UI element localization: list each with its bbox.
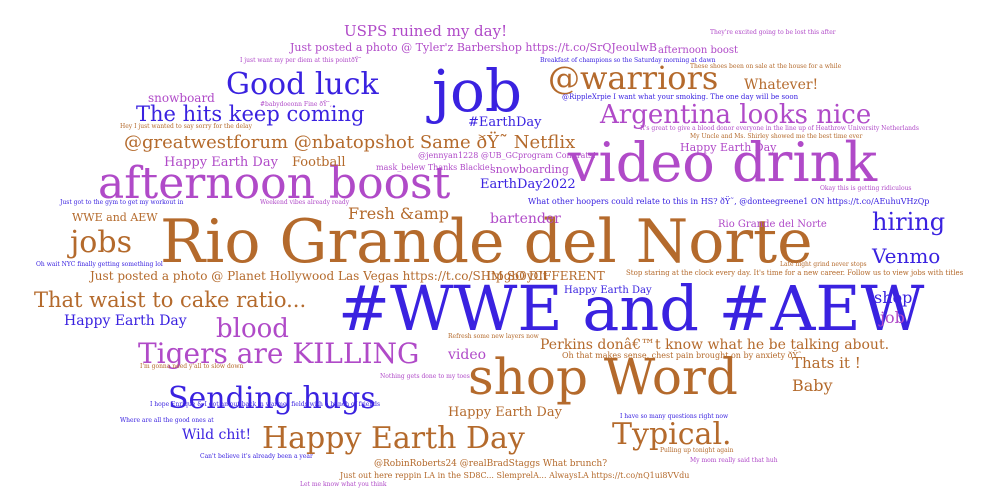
- word-ripple: @RippleXrpie I want what your smoking. T…: [562, 93, 799, 101]
- word-tiny-22: Where are all the good ones at: [120, 417, 214, 424]
- word-tiny-14: #babydoeonn Fine ðŸ˜‚: [260, 101, 332, 108]
- word-argentina: Argentina looks nice: [600, 100, 872, 130]
- word-tiny-11: They're excited going to be lost this af…: [710, 29, 836, 36]
- word-tiny-10: These shoes been on sale at the house fo…: [690, 63, 842, 70]
- word-shop-word: shop Word: [468, 348, 738, 406]
- word-earthday-tag: #EarthDay: [468, 115, 542, 130]
- word-tigers: Tigers are KILLING: [138, 337, 420, 370]
- word-im-so-different: IM SO DIFFERENT: [486, 269, 605, 283]
- word-thats-it: Thats it !: [792, 354, 861, 372]
- word-tiny-7: Refresh some new layers now: [448, 333, 539, 340]
- word-happy-earth-day-big: Happy Earth Day: [262, 421, 525, 456]
- word-tiny-13: Weekend vibes already ready: [260, 199, 350, 206]
- word-earthday2022: EarthDay2022: [480, 177, 576, 192]
- word-planet-hollywood: Just posted a photo @ Planet Hollywood L…: [90, 269, 548, 283]
- word-jobs: jobs: [70, 225, 132, 260]
- word-wwe-aew-small: WWE and AEW: [72, 211, 158, 224]
- word-tiny-15: Hey I just wanted to say sorry for the d…: [120, 123, 252, 130]
- word-greatwestforum: @greatwestforum @nbatopshot Same ðŸ˜ Net…: [124, 132, 576, 153]
- word-rio-small: Rio Grande del Norte: [718, 219, 827, 230]
- word-snowboarding: snowboarding: [490, 163, 569, 176]
- word-happy-earth-day-3: Happy Earth Day: [448, 405, 562, 420]
- word-whatever: Whatever!: [744, 77, 819, 93]
- word-tiny-2: Breakfast of champions so the Saturday m…: [540, 57, 716, 64]
- word-video-drink: video drink: [568, 131, 878, 194]
- word-tiny-3: It's great to give a blood donor everyon…: [640, 125, 919, 132]
- word-sending-hugs: Sending hugs: [168, 381, 376, 416]
- word-afternoon-boost-small: afternoon boost: [658, 45, 739, 56]
- word-hiring: hiring: [872, 208, 946, 236]
- word-good-luck: Good luck: [226, 67, 379, 102]
- word-tiny-19: Can't believe it's already been a year: [200, 453, 313, 460]
- word-venmo: Venmo: [872, 244, 941, 268]
- word-tiny-1: I just want my per diem at this pointðŸ˜…: [240, 57, 362, 64]
- word-tiny-17: Pulling up tonight again: [660, 447, 734, 454]
- word-tiny-20: Late night grind never stops: [780, 261, 867, 268]
- word-waist-cake: That waist to cake ratio...: [34, 288, 307, 312]
- word-bartender: bartender: [490, 211, 561, 227]
- word-tylerz: Just posted a photo @ Tyler'z Barbershop…: [290, 41, 658, 54]
- word-tiny-4: My Uncle and Ms. Shirley showed me the b…: [690, 133, 863, 140]
- word-perkins: Perkins donâ€™t know what he be talking …: [540, 337, 890, 353]
- word-video-small: video: [448, 347, 487, 363]
- word-tiny-21: Okay this is getting ridiculous: [820, 185, 912, 192]
- word-wwe-aew: #WWE and #AEW: [338, 272, 925, 345]
- word-rio-grande: Rio Grande del Norte: [160, 207, 813, 277]
- word-stop-staring: Stop staring at the clock every day. It'…: [626, 269, 964, 277]
- word-warriors: @warriors: [548, 59, 719, 97]
- word-other-hoopers: What other hoopers could relate to this …: [528, 197, 930, 206]
- word-shop-small: shop: [874, 288, 913, 307]
- word-tiny-18: My mom really said that huh: [690, 457, 778, 464]
- word-happy-earth-day-4: Happy Earth Day: [680, 141, 777, 154]
- word-afternoon-boost: afternoon boost: [98, 158, 451, 209]
- word-robin: @RobinRoberts24 @realBradStaggs What bru…: [374, 459, 608, 469]
- word-usps: USPS ruined my day!: [344, 22, 508, 40]
- word-football: Football: [292, 155, 346, 170]
- word-tiny-9: I'm gonna need y'all to slow down: [140, 363, 244, 370]
- word-blood: blood: [216, 314, 289, 344]
- word-happy-earth-day-5: Happy Earth Day: [564, 285, 652, 296]
- word-tiny-8: Nothing gets done to my toes: [380, 373, 470, 380]
- word-job: job: [432, 57, 523, 125]
- word-fresh-amp: Fresh &amp: [348, 204, 450, 223]
- word-just-out: Just out here reppin LA in the SD8C... S…: [340, 471, 690, 480]
- word-hits-keep-coming: The hits keep coming: [136, 102, 365, 126]
- word-tiny-16: I have so many questions right now: [620, 413, 729, 420]
- word-happy-earth-day-1: Happy Earth Day: [164, 155, 278, 170]
- word-snowboard: snowboard: [148, 91, 215, 105]
- word-wild-chit: Wild chit!: [182, 427, 252, 443]
- word-job-small: job: [880, 308, 905, 327]
- word-baby: Baby: [792, 376, 833, 395]
- word-mask: mask_belew Thanks Blackie!: [376, 163, 493, 172]
- word-happy-earth-day-2: Happy Earth Day: [64, 313, 187, 329]
- word-tiny-5: I hope Enrique & I got an out back in wa…: [150, 401, 381, 408]
- word-tiny-23: Let me know what you think: [300, 481, 387, 488]
- word-typical: Typical.: [612, 417, 732, 452]
- word-jennyan: @jennyan1228 @UB_GCprogram Congrats!: [418, 151, 596, 160]
- word-tiny-12: Just got to the gym to get my workout in: [60, 199, 184, 206]
- word-chest-pain: Oh that makes sense, chest pain brought …: [562, 351, 802, 360]
- word-tiny-6: Oh wait NYC finally getting something lo…: [36, 261, 163, 268]
